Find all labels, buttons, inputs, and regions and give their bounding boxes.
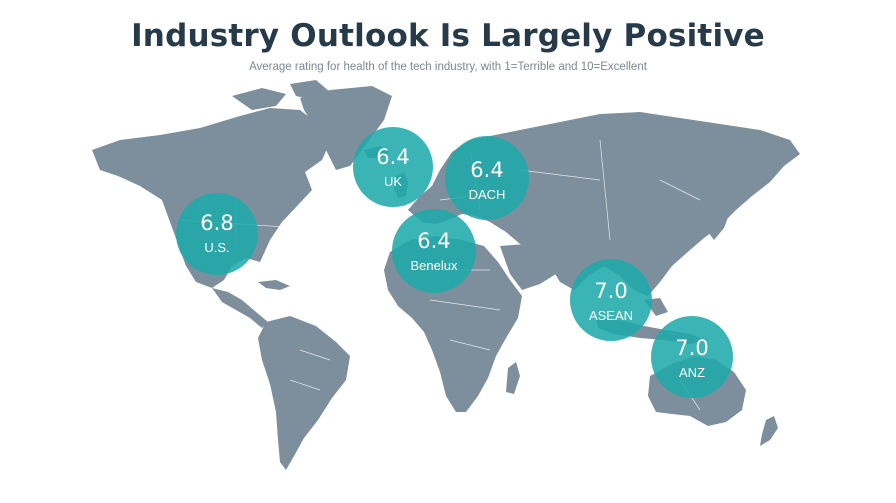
region-bubble-asean: 7.0 ASEAN [570,259,652,341]
region-label: ANZ [679,365,705,380]
region-bubble-benelux: 6.4 Benelux [392,209,476,293]
region-value: 6.4 [376,145,410,169]
region-bubble-dach: 6.4 DACH [445,136,529,220]
region-value: 6.8 [200,211,234,235]
south-america-landmass [258,316,350,470]
region-bubble-anz: 7.0 ANZ [651,316,733,398]
map-title: Industry Outlook Is Largely Positive [131,18,765,54]
region-label: U.S. [204,240,230,255]
region-label: ASEAN [588,308,634,323]
arabia-landmass [500,244,556,290]
central-america-landmass [212,288,268,328]
arctic-islands [232,80,330,110]
region-label: DACH [468,187,506,202]
madagascar-landmass [506,362,520,394]
greenland-landmass [300,86,392,170]
region-bubble-uk: 6.4 UK [353,127,433,207]
region-label: UK [383,174,403,189]
region-value: 7.0 [594,279,628,303]
region-label: Benelux [410,258,458,273]
japan-landmass [708,204,730,240]
region-value: 6.4 [417,229,451,253]
region-value: 7.0 [675,336,709,360]
caribbean-islands [258,280,290,290]
map-subtitle: Average rating for health of the tech in… [249,61,647,73]
region-bubble-us: 6.8 U.S. [176,193,258,275]
region-value: 6.4 [470,158,504,182]
new-zealand-landmass [760,416,778,446]
